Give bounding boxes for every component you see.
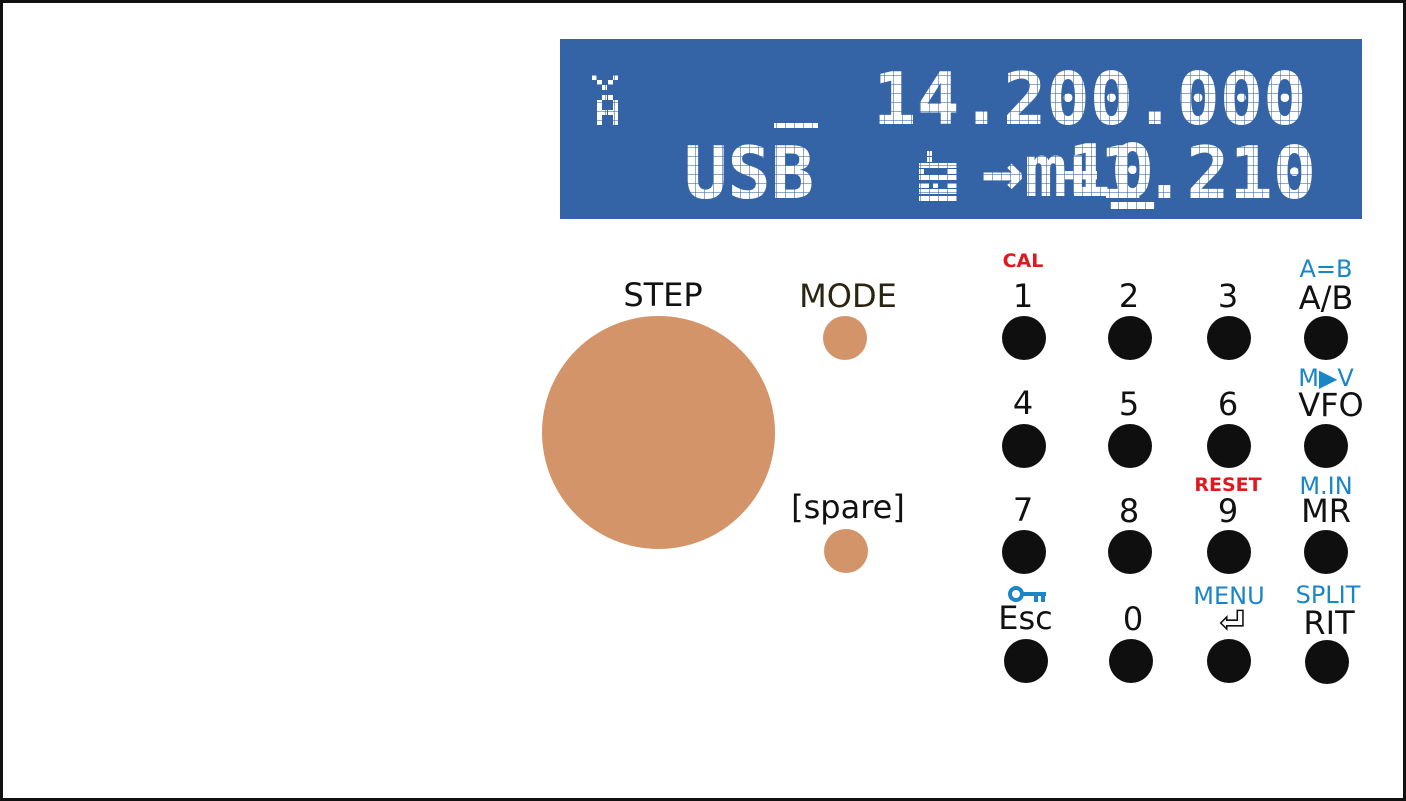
step-label: STEP <box>623 276 703 314</box>
key-vfo-label: VFO <box>1298 386 1364 424</box>
mode-button[interactable] <box>823 316 867 360</box>
key-rit-alt-label: SPLIT <box>1295 581 1361 609</box>
key-9-alt-label: RESET <box>1194 474 1262 496</box>
key-enter-alt-label: MENU <box>1193 582 1265 610</box>
key-4-label: 4 <box>1012 384 1034 422</box>
lcd-level-icon <box>919 151 957 201</box>
lcd-line-2: USB +1.210 <box>560 123 1362 221</box>
key-1-button[interactable] <box>1002 316 1046 360</box>
key-4-button[interactable] <box>1002 424 1046 468</box>
lcd-mode-overline <box>774 123 818 128</box>
key-mr-label: MR <box>1301 492 1351 530</box>
key-enter-label: ⏎ <box>1218 603 1246 641</box>
key-3-button[interactable] <box>1207 316 1251 360</box>
key-7-button[interactable] <box>1002 530 1046 574</box>
key-ab-button[interactable] <box>1304 316 1348 360</box>
key-1-label: 1 <box>1012 277 1034 315</box>
key-8-button[interactable] <box>1108 530 1152 574</box>
key-3-label: 3 <box>1217 277 1239 315</box>
key-2-button[interactable] <box>1108 316 1152 360</box>
spare-label: [spare] <box>791 488 905 526</box>
key-ab-alt-label: A=B <box>1299 255 1353 283</box>
key-esc-button[interactable] <box>1004 639 1048 683</box>
key-9-button[interactable] <box>1207 530 1251 574</box>
key-vfo-alt-label: M▶V <box>1298 364 1354 392</box>
key-0-button[interactable] <box>1109 639 1153 683</box>
key-5-label: 5 <box>1118 385 1140 423</box>
lcd-mode: USB <box>684 131 815 215</box>
key-8-label: 8 <box>1118 492 1140 530</box>
key-vfo-button[interactable] <box>1304 424 1348 468</box>
key-1-alt-label: CAL <box>1002 250 1044 272</box>
key-mr-alt-label: M.IN <box>1299 472 1353 500</box>
key-2-label: 2 <box>1118 277 1140 315</box>
key-6-label: 6 <box>1217 385 1239 423</box>
key-rit-label: RIT <box>1303 604 1355 642</box>
key-9-label: 9 <box>1217 492 1239 530</box>
key-7-label: 7 <box>1012 491 1034 529</box>
key-esc-label: Esc <box>998 599 1053 637</box>
lcd-display: →m10 14.200.000 USB <box>560 39 1362 219</box>
tuning-knob[interactable] <box>542 316 775 549</box>
vfo-ab-indicator-icon <box>592 75 618 125</box>
key-6-button[interactable] <box>1207 424 1251 468</box>
key-0-label: 0 <box>1122 600 1144 638</box>
lcd-line-1: →m10 14.200.000 <box>560 53 1362 207</box>
mode-label: MODE <box>799 277 897 315</box>
key-ab-label: A/B <box>1298 279 1354 317</box>
key-mr-button[interactable] <box>1304 530 1348 574</box>
lcd-offset: +1.210 <box>1056 131 1317 215</box>
key-icon <box>1008 586 1046 602</box>
lcd-frequency: 14.200.000 <box>873 57 1307 141</box>
key-enter-button[interactable] <box>1207 639 1251 683</box>
spare-button[interactable] <box>824 529 868 573</box>
key-5-button[interactable] <box>1108 424 1152 468</box>
key-rit-button[interactable] <box>1305 640 1349 684</box>
